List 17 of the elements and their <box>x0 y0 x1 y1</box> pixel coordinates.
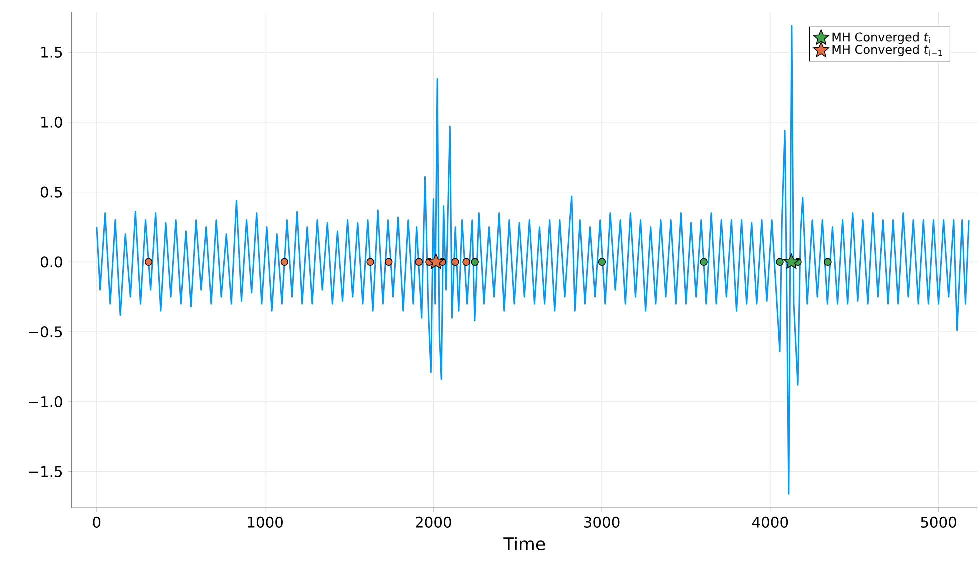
y-tick-label: −1.0 <box>29 396 62 408</box>
y-tick-label: 1.0 <box>42 117 62 128</box>
x-tick-label: 3000 <box>584 517 620 528</box>
x-tick-label: 5000 <box>921 517 956 528</box>
line-series <box>96 25 970 496</box>
x-tick-label: 2000 <box>416 517 452 528</box>
legend-label: MH Converged t$_{i−1}$ <box>832 45 942 57</box>
x-tick-label: 1000 <box>248 517 283 528</box>
x-tick-label: 4000 <box>752 517 788 528</box>
x-axis-title: Time <box>504 537 546 551</box>
legend-label: MH Converged t$_{i}$ <box>832 32 930 44</box>
x-tick-label: 0 <box>93 517 101 528</box>
y-tick-label: −1.5 <box>29 466 62 478</box>
y-tick-label: 1.5 <box>42 47 62 58</box>
y-tick-label: 0.5 <box>40 186 62 198</box>
y-tick-label: −0.5 <box>29 326 62 338</box>
y-tick-label: 0.0 <box>40 256 62 268</box>
